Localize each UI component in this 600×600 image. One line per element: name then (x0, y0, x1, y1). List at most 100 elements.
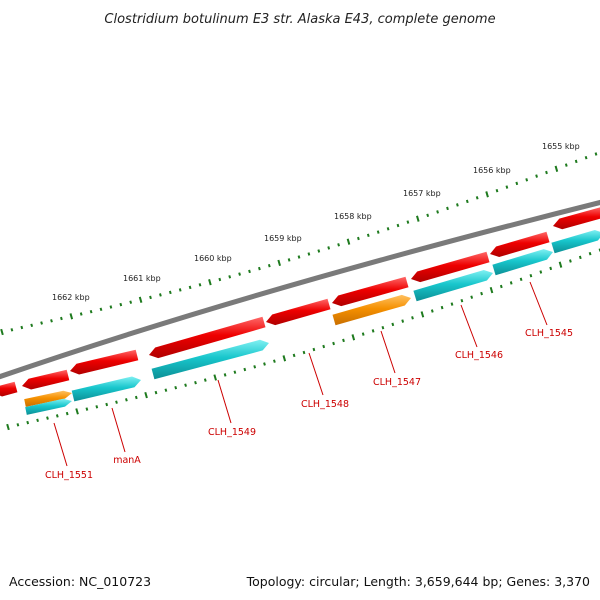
outer-ring-tick (386, 227, 390, 231)
gene-arrow-reverse[interactable] (413, 270, 493, 302)
inner-ring-tick (558, 261, 563, 268)
inner-ring-tick (381, 325, 385, 330)
gene-arrow-forward[interactable] (490, 231, 550, 257)
outer-ring-tick (327, 246, 331, 250)
inner-ring-tick (351, 334, 356, 341)
gene-arrow-forward[interactable] (553, 207, 600, 230)
inner-ring-tick (115, 400, 118, 404)
inner-ring-tick (85, 407, 89, 411)
inner-ring-tick (312, 347, 316, 352)
ruler-label-1655: 1655 kbp (542, 142, 580, 151)
gene-label-clh-1551: CLH_1551 (45, 470, 93, 481)
inner-ring-tick (569, 259, 572, 263)
outer-ring-tick (258, 266, 261, 271)
outer-ring-tick (50, 319, 53, 323)
outer-ring-tick (79, 312, 83, 316)
gene-arrow-forward[interactable] (22, 369, 70, 390)
outer-ring-tick (138, 296, 143, 303)
outer-ring-tick (366, 233, 370, 238)
gene-label-mana: manA (113, 455, 141, 466)
gene-arrow-rna[interactable] (24, 390, 72, 407)
inner-ring-tick (450, 302, 454, 306)
inner-ring-tick (460, 298, 464, 303)
outer-ring-tick (584, 155, 588, 160)
outer-ring-tick (89, 309, 93, 314)
outer-ring-tick (178, 288, 182, 292)
inner-ring-tick (499, 284, 503, 289)
inner-ring-tick (489, 286, 494, 294)
gene-arrow-reverse[interactable] (492, 249, 553, 276)
inner-ring-tick (26, 420, 30, 425)
gene-arrow-forward[interactable] (266, 298, 331, 326)
outer-ring-tick (505, 185, 509, 189)
outer-ring-tick (456, 203, 459, 207)
gene-label-clh-1546: CLH_1546 (455, 350, 503, 361)
gene-arrow-forward[interactable] (332, 276, 409, 307)
outer-ring-tick (0, 328, 4, 336)
gene-arrow-forward[interactable] (70, 349, 139, 375)
outer-ring-tick (357, 236, 360, 241)
inner-ring-tick (539, 270, 543, 274)
ruler-label-1657: 1657 kbp (403, 189, 441, 198)
outer-ring-tick (564, 163, 568, 167)
gene-label-clh-1549: CLH_1549 (208, 427, 256, 438)
leader-line (111, 407, 126, 453)
gene-arrow-forward[interactable] (411, 251, 490, 283)
leader-line (53, 422, 68, 467)
inner-ring-tick (529, 273, 533, 278)
inner-ring-tick (203, 378, 207, 382)
label-leaders (53, 281, 548, 467)
outer-ring-tick (297, 255, 301, 259)
gene-arrow-reverse[interactable] (71, 376, 141, 402)
genome-backbone (0, 199, 600, 380)
outer-ring-tick (287, 258, 291, 262)
outer-ring-tick (396, 223, 400, 228)
inner-ring-tick (55, 414, 59, 418)
gene-arrow-reverse[interactable] (151, 339, 269, 380)
outer-ring-tick (525, 178, 529, 182)
outer-ring-tick (554, 165, 559, 172)
inner-ring-tick (588, 251, 592, 256)
outer-ring-tick (208, 279, 212, 286)
outer-ring-tick (376, 230, 380, 234)
gene-arrow-reverse[interactable] (25, 398, 72, 415)
inner-ring-tick (273, 359, 276, 363)
outer-ring-tick (317, 249, 321, 253)
outer-ring-tick (277, 259, 281, 267)
gene-label-clh-1547: CLH_1547 (373, 377, 421, 388)
inner-ring-tick (302, 350, 306, 355)
inner-ring-tick (243, 367, 247, 372)
outer-ring-tick (129, 300, 133, 304)
outer-ring-tick (416, 215, 420, 222)
inner-ring-tick (95, 405, 99, 409)
inner-ring-tick (480, 291, 483, 296)
outer-ring-tick (406, 220, 410, 224)
gene-arrow-reverse[interactable] (551, 230, 600, 254)
inner-ring-tick (470, 295, 474, 299)
outer-ring-tick (495, 188, 499, 193)
ruler-label-1659: 1659 kbp (264, 234, 302, 243)
outer-ring-tick (346, 238, 351, 245)
leader-line (380, 330, 396, 374)
outer-ring-tick (149, 295, 152, 300)
inner-ring-tick (361, 332, 365, 336)
gene-track (0, 207, 600, 415)
inner-ring-tick (105, 402, 109, 407)
outer-ring-tick (594, 152, 598, 156)
ruler-label-1660: 1660 kbp (194, 254, 232, 263)
outer-ring-tick (446, 206, 449, 211)
inner-ring-tick (332, 341, 335, 346)
outer-ring-tick (426, 213, 430, 218)
outer-ring-tick (119, 302, 123, 307)
outer-ring-tick (159, 293, 162, 297)
outer-ring-tick (307, 252, 311, 256)
gene-arrow-forward[interactable] (0, 381, 18, 397)
inner-ring-tick (420, 311, 425, 318)
outer-ring-tick (218, 277, 222, 282)
outer-ring-tick (99, 307, 103, 312)
gene-arrow-rna[interactable] (332, 294, 412, 326)
gene-arrow-forward[interactable] (149, 316, 266, 359)
outer-ring-tick (168, 290, 172, 295)
outer-ring-tick (545, 170, 548, 175)
ruler-label-1661: 1661 kbp (123, 274, 161, 283)
